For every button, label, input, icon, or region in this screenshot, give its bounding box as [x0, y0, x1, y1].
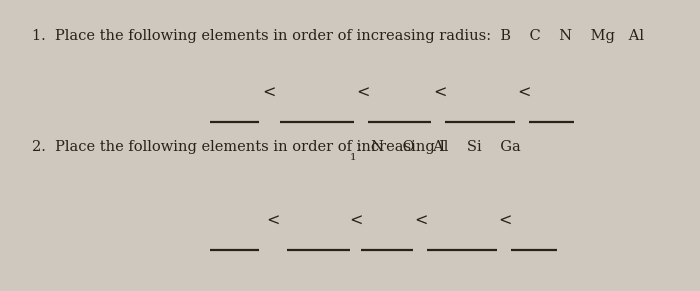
- Text: <: <: [414, 213, 428, 230]
- Text: <: <: [517, 85, 531, 102]
- Text: <: <: [433, 85, 447, 102]
- Text: <: <: [349, 213, 363, 230]
- Text: 2.  Place the following elements in order of increasing I: 2. Place the following elements in order…: [32, 140, 444, 154]
- Text: <: <: [262, 85, 276, 102]
- Text: 1: 1: [350, 153, 356, 162]
- Text: 1.  Place the following elements in order of increasing radius:  B    C    N    : 1. Place the following elements in order…: [32, 29, 643, 43]
- Text: <: <: [266, 213, 280, 230]
- Text: <: <: [498, 213, 512, 230]
- Text: :  N    O    Al    Si    Ga: : N O Al Si Ga: [357, 140, 521, 154]
- Text: <: <: [356, 85, 370, 102]
